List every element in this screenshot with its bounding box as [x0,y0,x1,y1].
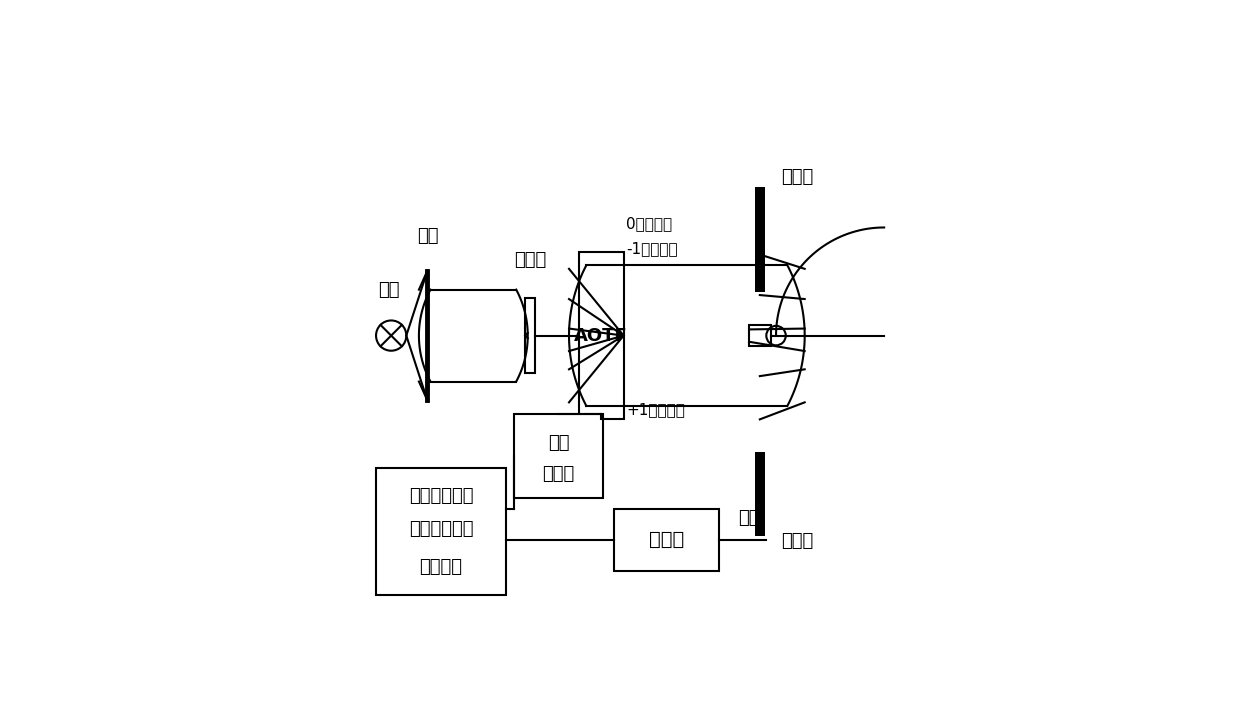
FancyBboxPatch shape [749,325,770,346]
Text: 驱动器: 驱动器 [542,465,574,483]
Text: 光纤: 光纤 [738,510,760,527]
Text: 射频信号合成: 射频信号合成 [409,487,474,505]
FancyBboxPatch shape [755,187,765,292]
Text: 偏振片: 偏振片 [513,251,546,270]
Text: 光谱仪: 光谱仪 [649,530,684,549]
FancyBboxPatch shape [513,414,603,498]
FancyBboxPatch shape [579,252,624,419]
Text: +1级衍射光: +1级衍射光 [626,402,686,417]
Text: -1级衍射光: -1级衍射光 [626,241,678,256]
FancyBboxPatch shape [526,298,534,373]
Text: 射频: 射频 [548,435,569,452]
Text: 光源: 光源 [378,281,399,298]
FancyBboxPatch shape [376,468,506,595]
Text: 光闸: 光闸 [417,227,438,245]
FancyBboxPatch shape [614,508,719,571]
Text: 器及光谱信号: 器及光谱信号 [409,520,474,538]
Text: 遮光板: 遮光板 [781,168,813,185]
Text: 遮光板: 遮光板 [781,532,813,550]
Text: 0级衍射光: 0级衍射光 [626,216,672,231]
FancyBboxPatch shape [755,452,765,536]
Text: AOTF: AOTF [574,326,627,345]
Text: 采集系统: 采集系统 [419,558,463,576]
